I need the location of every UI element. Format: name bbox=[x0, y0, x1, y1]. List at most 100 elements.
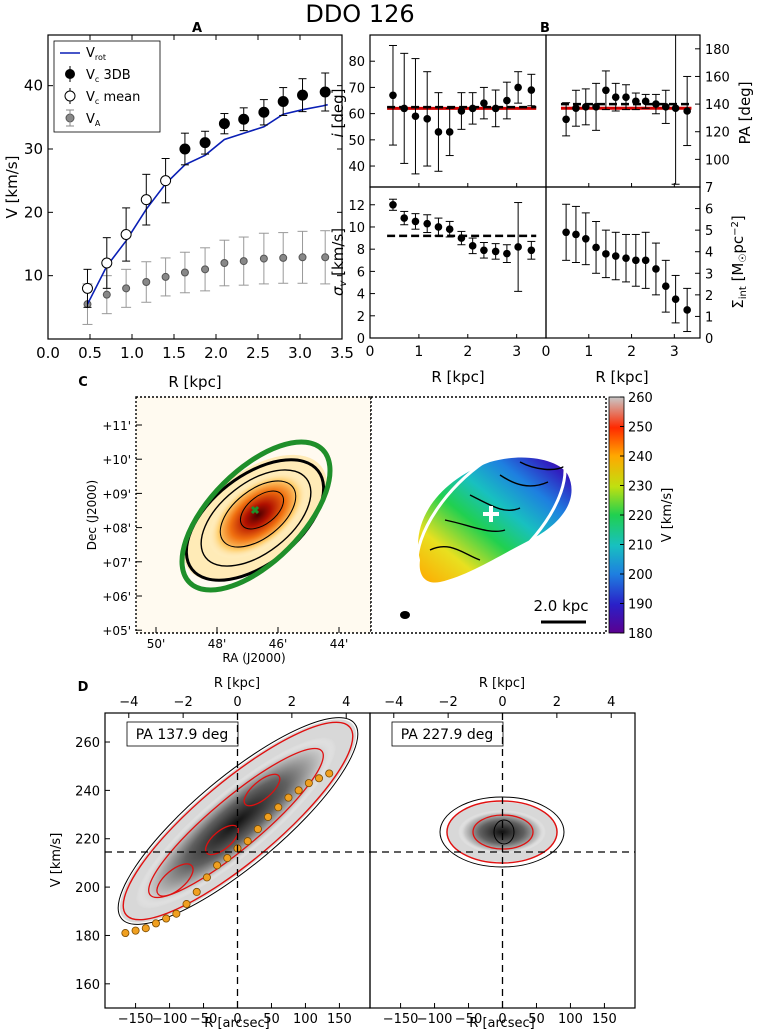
va-point bbox=[180, 268, 189, 277]
rotation-curve-point bbox=[223, 854, 232, 863]
panel-d-top-xlabel-left: R [kpc] bbox=[214, 676, 260, 691]
b-point bbox=[641, 256, 650, 265]
b-point bbox=[622, 254, 630, 262]
a-xtick-label: 3.0 bbox=[288, 344, 312, 362]
b-ytick-label: 120 bbox=[705, 126, 730, 141]
rotation-curve-point bbox=[162, 914, 171, 923]
d-ytick-label: 200 bbox=[75, 881, 100, 896]
panel-b-frame-bl bbox=[369, 186, 547, 339]
a-xtick-label: 1.5 bbox=[162, 344, 186, 362]
b-point bbox=[480, 99, 488, 107]
b-point bbox=[480, 246, 488, 255]
b-point bbox=[632, 256, 640, 265]
b-ytick-label: 7 bbox=[705, 181, 713, 196]
b-point bbox=[581, 103, 590, 111]
b-point bbox=[423, 219, 432, 228]
velocity-field-area bbox=[418, 457, 572, 583]
b-ytick-label: 12 bbox=[348, 199, 365, 214]
figure-title: DDO 126 bbox=[305, 0, 414, 28]
rotation-curve-point bbox=[182, 900, 191, 909]
b-point bbox=[445, 128, 454, 136]
vc-3db-point bbox=[258, 106, 270, 118]
rotation-curve-point bbox=[151, 919, 160, 928]
a-xtick-label: 0.5 bbox=[78, 344, 102, 362]
rotation-curve-point bbox=[192, 887, 201, 896]
panel-b-pa-ylabel: PA [deg] bbox=[736, 81, 754, 144]
b-point bbox=[683, 107, 691, 115]
b-point bbox=[602, 250, 610, 258]
b-point bbox=[468, 104, 477, 113]
c-xtick-label: 44' bbox=[330, 637, 349, 651]
b-xtick-label: 1 bbox=[584, 344, 593, 360]
b-point bbox=[572, 104, 580, 113]
iso-velocity-2 bbox=[444, 519, 506, 532]
b-xtick-label: 3 bbox=[512, 344, 521, 360]
b-point bbox=[611, 93, 620, 101]
panel-d-xlabel-right: R [arcsec] bbox=[469, 1016, 534, 1031]
d-xtick-label: −50 bbox=[455, 1012, 482, 1027]
b-ytick-label: 6 bbox=[357, 265, 365, 280]
colorbar-tick-label: 250 bbox=[628, 421, 653, 436]
b-point bbox=[592, 103, 600, 111]
b-ytick-label: 5 bbox=[705, 224, 713, 239]
iso-velocity-1 bbox=[429, 545, 481, 561]
pv-major-red-inner-1 bbox=[156, 863, 194, 897]
b-point bbox=[445, 225, 454, 233]
panel-a: A 0.0 0.5 1.0 1.5 2.0 2.5 3.0 3.5 10 20 30 40 R [kp… bbox=[3, 21, 354, 391]
c-xtick-label: 48' bbox=[208, 637, 227, 651]
b-point bbox=[562, 115, 570, 124]
b-ytick-label: 10 bbox=[348, 221, 365, 236]
d-xtick-label: −150 bbox=[118, 1012, 154, 1027]
d-xtick-label: 50 bbox=[528, 1012, 545, 1027]
rotation-curve-point bbox=[253, 825, 262, 834]
pv-major-red-mid bbox=[148, 747, 324, 899]
b-point bbox=[661, 282, 670, 291]
b-point bbox=[491, 247, 500, 256]
vrot-line bbox=[86, 103, 328, 305]
c-ytick-label: +05' bbox=[102, 624, 131, 638]
va-point bbox=[298, 253, 307, 262]
b-ytick-label: 6 bbox=[705, 203, 713, 218]
panel-a-axes: 0.0 0.5 1.0 1.5 2.0 2.5 3.0 3.5 10 20 30 40 bbox=[24, 35, 354, 362]
panel-b-sigma-ylabel: σv [km/s] bbox=[329, 228, 349, 296]
legend-vcmean-label: Vc mean bbox=[86, 90, 140, 106]
panel-b-i-ylabel: i [deg] bbox=[329, 89, 347, 138]
c-ytick-label: +10' bbox=[102, 453, 131, 467]
panel-a-ylabel: V [km/s] bbox=[3, 156, 21, 219]
legend-vcmean-swatch bbox=[64, 90, 76, 102]
rotation-curve-point bbox=[274, 803, 283, 812]
rotation-curve-point bbox=[202, 873, 211, 882]
b-point bbox=[434, 223, 443, 231]
d-ytick-label: 160 bbox=[75, 978, 100, 993]
panel-b-sigmaint-ylabel: Σint [M☉pc−2] bbox=[729, 215, 749, 308]
b-point bbox=[622, 93, 630, 101]
panel-d-top-xlabel-right: R [kpc] bbox=[479, 676, 525, 691]
hi-intensity-map bbox=[179, 439, 333, 593]
b-point bbox=[652, 100, 660, 108]
b-point bbox=[400, 214, 409, 222]
va-point bbox=[122, 284, 131, 293]
b-xtick-label: 3 bbox=[670, 344, 679, 360]
b-xtick-label: 2 bbox=[463, 344, 472, 360]
b-ytick-label: 8 bbox=[357, 243, 365, 258]
b-ytick-label: 160 bbox=[705, 70, 730, 85]
b-point bbox=[652, 265, 660, 273]
c-ytick-label: +11' bbox=[102, 419, 131, 433]
velocity-center-cross-icon bbox=[483, 506, 499, 522]
b-point bbox=[671, 104, 680, 113]
b-ytick-label: 4 bbox=[357, 288, 365, 303]
panel-letter-d: D bbox=[78, 680, 89, 695]
vc-3db-point bbox=[297, 89, 309, 101]
d-xtick-top-label: −4 bbox=[119, 695, 138, 710]
b-point bbox=[434, 128, 443, 136]
iso-velocity-4 bbox=[499, 474, 549, 487]
panel-letter-b: B bbox=[540, 21, 550, 36]
colorbar-tick-label: 210 bbox=[628, 539, 653, 554]
beam-icon bbox=[400, 611, 410, 619]
panel-b-marks bbox=[387, 34, 692, 333]
d-xtick-top-label: 0 bbox=[233, 695, 241, 710]
va-point bbox=[259, 254, 268, 263]
d-xtick-top-label: 2 bbox=[288, 695, 296, 710]
b-point bbox=[457, 107, 466, 115]
b-xtick-label: 1 bbox=[414, 344, 423, 360]
